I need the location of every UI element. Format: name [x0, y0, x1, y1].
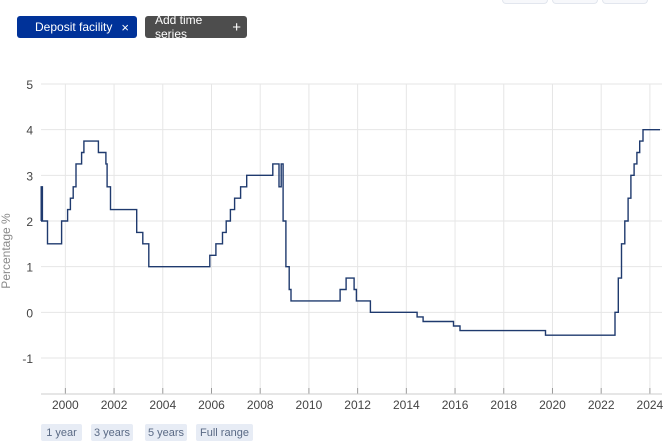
- x-tick-label: 2022: [588, 398, 615, 412]
- close-icon[interactable]: ×: [121, 19, 129, 35]
- x-tick-label: 2000: [52, 398, 79, 412]
- x-tick-label: 2010: [296, 398, 323, 412]
- x-tick-label: 2006: [198, 398, 225, 412]
- x-tick-label: 2016: [442, 398, 469, 412]
- y-tick-label: 4: [26, 124, 33, 138]
- y-axis-label: Percentage %: [0, 213, 13, 289]
- x-tick-label: 2018: [490, 398, 517, 412]
- x-tick-label: 2012: [344, 398, 371, 412]
- y-tick-label: -1: [22, 352, 33, 366]
- range-button-5-years[interactable]: 5 years: [145, 424, 187, 441]
- x-tick-label: 2008: [247, 398, 274, 412]
- range-button-1-year[interactable]: 1 year: [41, 424, 82, 441]
- add-time-series-label: Add time series: [155, 13, 203, 41]
- range-button-full-range[interactable]: Full range: [196, 424, 253, 441]
- range-button-3-years[interactable]: 3 years: [91, 424, 133, 441]
- y-tick-label: 1: [26, 261, 33, 275]
- plus-icon: +: [232, 18, 241, 36]
- y-tick-label: 0: [26, 306, 33, 320]
- x-tick-label: 2020: [539, 398, 566, 412]
- y-tick-label: 2: [26, 215, 33, 229]
- x-tick-label: 2004: [149, 398, 176, 412]
- series-line-0: [40, 129, 660, 336]
- y-tick-label: 5: [26, 78, 33, 92]
- y-tick-label: 3: [26, 169, 33, 183]
- x-tick-label: 2024: [637, 398, 664, 412]
- x-tick-label: 2002: [101, 398, 128, 412]
- series-chip-label: Deposit facility: [35, 20, 113, 34]
- series-chip-deposit-facility[interactable]: Deposit facility ×: [17, 16, 137, 38]
- x-tick-label: 2014: [393, 398, 420, 412]
- add-time-series-button[interactable]: Add time series +: [145, 13, 247, 41]
